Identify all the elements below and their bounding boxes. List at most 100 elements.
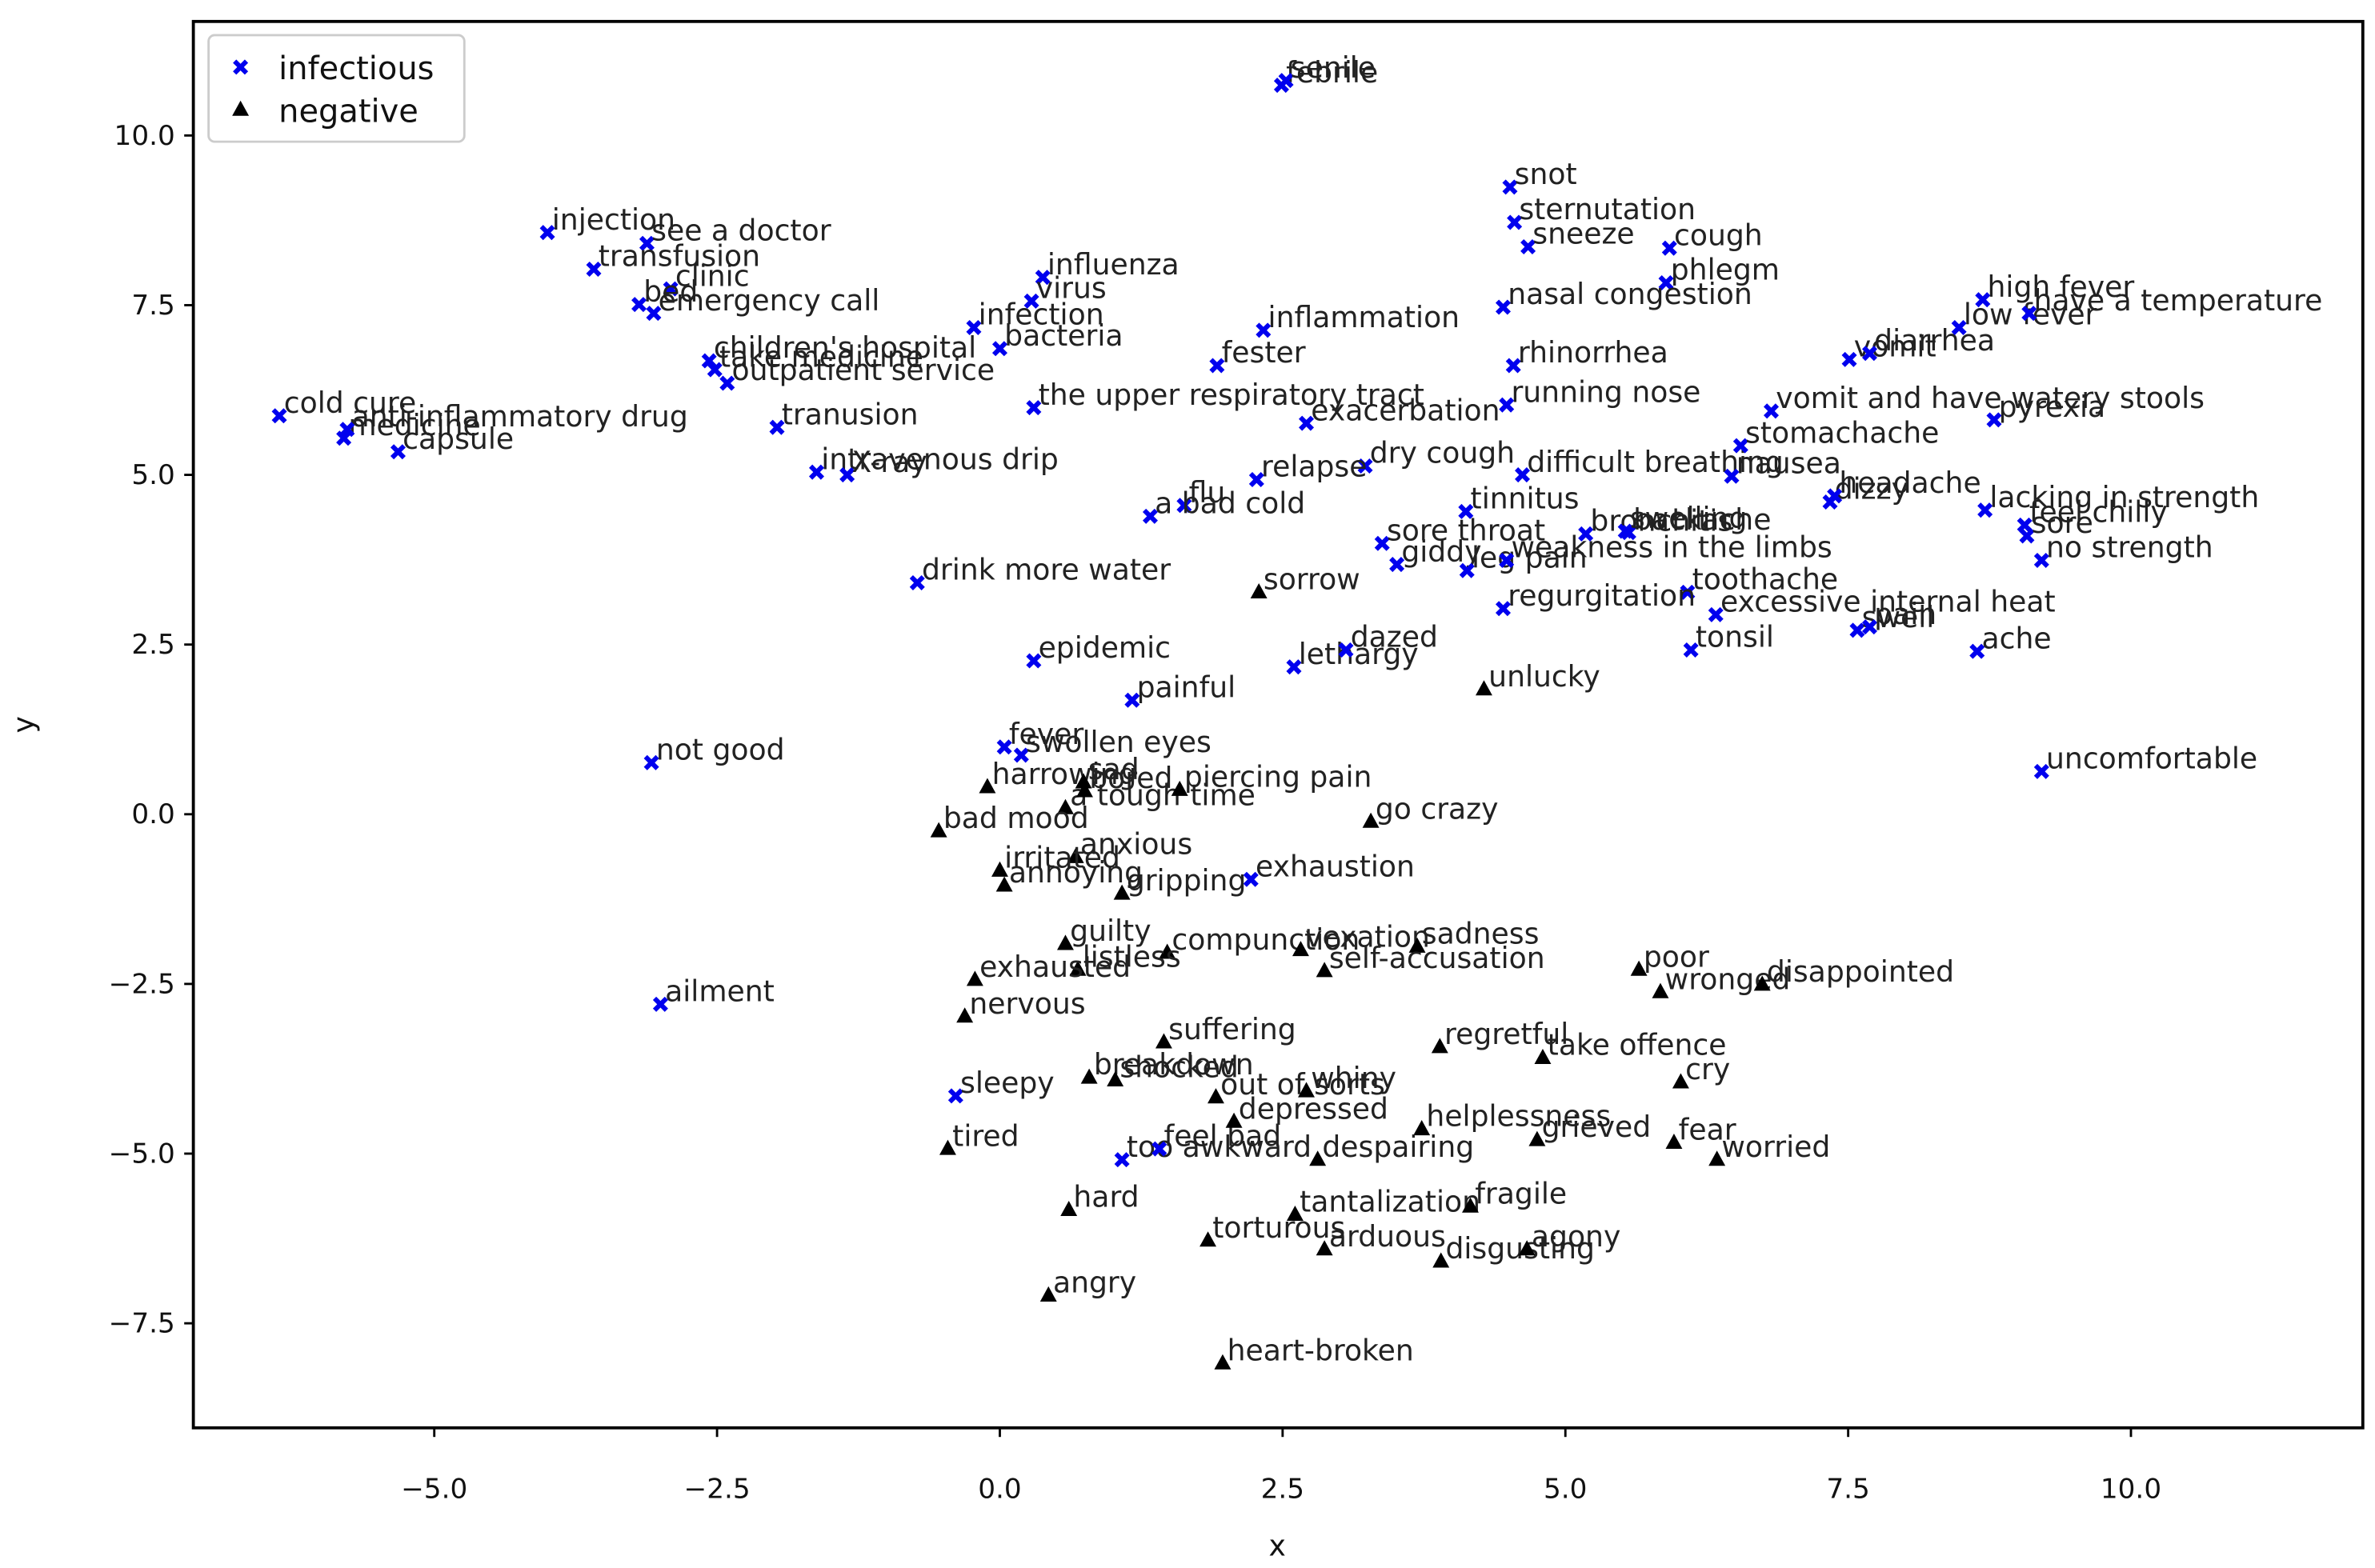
- point: [631, 297, 647, 313]
- point-label: piercing pain: [1184, 759, 1372, 794]
- point: [1214, 1354, 1232, 1370]
- point-label: fear: [1679, 1113, 1736, 1147]
- point-label: clinic: [675, 258, 750, 293]
- point-label: uncomfortable: [2046, 742, 2257, 776]
- point: [1951, 319, 1967, 335]
- point: [1013, 747, 1029, 763]
- point: [1155, 1033, 1172, 1049]
- point-label: helplessness: [1426, 1099, 1611, 1134]
- point: [1499, 552, 1515, 568]
- point: [1505, 358, 1521, 374]
- point: [1652, 982, 1669, 998]
- point-label: tantalization: [1300, 1185, 1480, 1219]
- point: [1617, 523, 1633, 539]
- point: [1431, 1038, 1448, 1054]
- point: [1683, 642, 1699, 658]
- point: [1578, 526, 1594, 542]
- point-label: annoying: [1009, 855, 1143, 890]
- point: [1207, 1088, 1224, 1104]
- point: [1357, 458, 1373, 474]
- point-label: lethargy: [1299, 637, 1419, 671]
- point: [1069, 960, 1087, 976]
- point-label: injection: [552, 202, 675, 237]
- point: [1476, 680, 1492, 696]
- point: [1056, 798, 1074, 814]
- point-label: feel chilly: [2029, 495, 2168, 530]
- point-label: sore: [2032, 506, 2093, 540]
- point-label: dry cough: [1370, 436, 1515, 470]
- point: [956, 1007, 974, 1023]
- point-label: the upper respiratory tract: [1039, 378, 1424, 412]
- point: [1243, 871, 1259, 887]
- point-label: nervous: [969, 986, 1085, 1021]
- point-label: pyrexia: [1999, 390, 2106, 424]
- point: [271, 408, 287, 424]
- point: [1256, 322, 1272, 338]
- point: [1528, 1130, 1546, 1146]
- point: [1056, 934, 1074, 950]
- point-label: fester: [1222, 335, 1306, 370]
- point: [586, 261, 602, 278]
- point-label: cry: [1685, 1052, 1730, 1086]
- legend-marker: [232, 100, 250, 116]
- point: [1672, 1073, 1689, 1089]
- point-label: exacerbation: [1311, 393, 1500, 427]
- point-label: painful: [1137, 670, 1236, 704]
- point: [1286, 1205, 1304, 1221]
- point-label: leg pain: [1472, 540, 1588, 574]
- y-tick-label: −5.0: [109, 1138, 175, 1170]
- point: [1200, 1231, 1217, 1247]
- point-label: torturous: [1212, 1210, 1345, 1245]
- point: [1316, 1240, 1333, 1256]
- point-label: ailment: [665, 974, 775, 1009]
- y-tick-label: 2.5: [131, 629, 174, 661]
- point: [1151, 1141, 1167, 1157]
- point: [1286, 659, 1302, 675]
- point-label: tranusion: [782, 397, 919, 431]
- point-label: emergency call: [659, 283, 880, 318]
- point-label: agony: [1532, 1219, 1620, 1254]
- point: [2017, 517, 2033, 533]
- point: [1113, 884, 1131, 900]
- point: [1661, 240, 1677, 256]
- point: [1107, 1070, 1124, 1086]
- point: [1026, 653, 1042, 669]
- point: [1080, 1068, 1098, 1084]
- point-label: snot: [1515, 157, 1577, 191]
- point-label: tonsil: [1696, 620, 1774, 654]
- point: [339, 422, 355, 438]
- point-label: dizzy: [1835, 472, 1908, 506]
- point-label: gripping: [1127, 863, 1247, 898]
- point: [1708, 1150, 1726, 1166]
- x-tick-label: 10.0: [2101, 1473, 2161, 1505]
- legend-marker: [233, 59, 249, 75]
- point-label: intravenous drip: [821, 442, 1059, 476]
- point-label: feel bad: [1163, 1118, 1281, 1153]
- point-label: take offence: [1548, 1028, 1727, 1062]
- point: [1534, 1048, 1552, 1064]
- point-label: no strength: [2046, 530, 2213, 565]
- point: [1502, 179, 1518, 195]
- point-label: sternutation: [1519, 192, 1696, 226]
- point-label: arduous: [1329, 1219, 1446, 1254]
- point: [1362, 812, 1380, 828]
- point: [1499, 397, 1515, 413]
- point: [1841, 351, 1857, 367]
- point-label: pain: [1874, 597, 1936, 631]
- x-axis-label: x: [1269, 1529, 1286, 1563]
- point: [996, 739, 1012, 755]
- point: [1035, 270, 1051, 286]
- point-label: guilty: [1070, 914, 1151, 948]
- point: [1309, 1150, 1327, 1166]
- point: [1827, 488, 1843, 504]
- point: [966, 319, 982, 335]
- y-tick-label: 5.0: [131, 459, 174, 491]
- point: [1067, 847, 1084, 863]
- point: [1023, 293, 1039, 309]
- x-tick-label: 5.0: [1544, 1473, 1587, 1505]
- point-label: febrile: [1286, 55, 1378, 90]
- point-label: diarrhea: [1874, 323, 1995, 358]
- point-label: dazed: [1351, 620, 1438, 654]
- y-tick-label: −2.5: [109, 968, 175, 1000]
